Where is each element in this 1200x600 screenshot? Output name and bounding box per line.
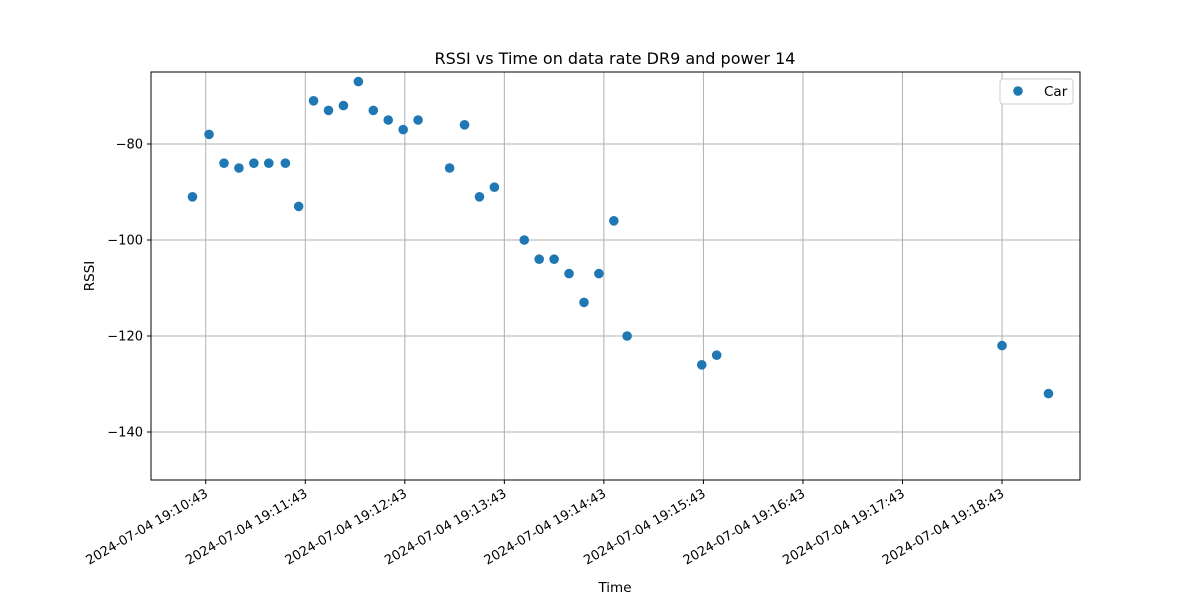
legend: Car <box>999 78 1074 105</box>
data-point <box>564 268 574 279</box>
data-point <box>338 100 349 111</box>
data-point <box>263 158 274 168</box>
data-point <box>534 254 544 264</box>
legend-marker <box>1013 86 1023 96</box>
data-point <box>187 192 198 202</box>
data-point <box>383 115 394 125</box>
data-point <box>594 268 604 279</box>
data-point <box>489 182 500 192</box>
data-point <box>398 124 408 135</box>
data-point <box>353 76 364 87</box>
legend-label: Car <box>1044 84 1068 100</box>
data-point <box>413 115 423 125</box>
y-axis-label: RSSI <box>82 261 98 292</box>
data-point <box>711 350 722 361</box>
data-points <box>187 76 1054 399</box>
data-point <box>459 120 470 130</box>
data-point <box>444 163 455 173</box>
data-point <box>308 96 319 106</box>
data-point <box>219 158 229 168</box>
data-point <box>249 158 259 168</box>
data-point <box>549 254 559 264</box>
data-point <box>696 360 707 370</box>
data-point <box>997 340 1007 351</box>
data-point <box>234 163 244 173</box>
data-point <box>622 331 632 341</box>
data-point <box>293 201 304 212</box>
y-tick-label: −100 <box>107 234 143 249</box>
y-tick-label: −80 <box>116 138 143 153</box>
y-tick-label: −120 <box>107 330 143 345</box>
data-point <box>1043 388 1054 399</box>
chart-title: RSSI vs Time on data rate DR9 and power … <box>435 49 796 68</box>
data-point <box>368 105 379 116</box>
data-point <box>280 158 291 168</box>
y-tick-label: −140 <box>107 426 143 441</box>
data-point <box>579 297 589 308</box>
data-point <box>519 235 530 245</box>
legend-box <box>999 78 1074 105</box>
data-point <box>323 105 334 116</box>
grid-lines <box>151 72 1080 480</box>
x-axis-label: Time <box>597 580 631 596</box>
data-point <box>204 129 214 140</box>
data-point <box>609 216 619 226</box>
plot-frame <box>150 71 1081 481</box>
data-point <box>474 192 485 202</box>
